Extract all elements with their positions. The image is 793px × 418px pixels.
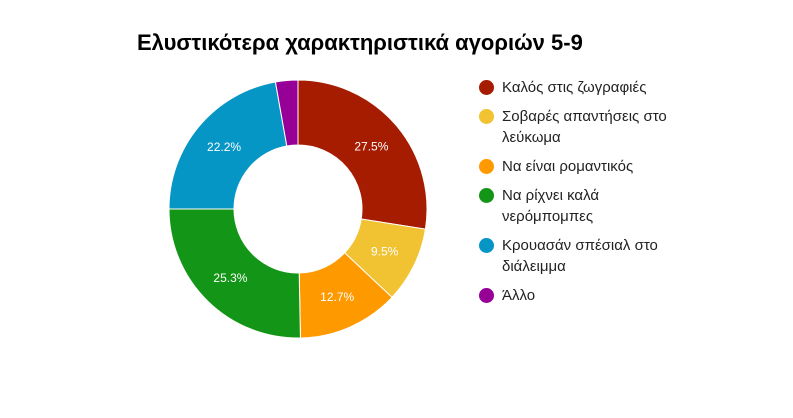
slice-value-label-3: 25.3% [213,271,247,285]
donut-slice-0 [297,79,428,230]
legend-item-0: Καλός στις ζωγραφιές [478,77,738,98]
legend-item-5: Άλλο [478,285,738,306]
legend-label: Σοβαρές απαντήσεις στο λεύκωμα [502,108,667,146]
legend-item-3: Να ρίχνει καλά νερόμπομπες [478,185,738,227]
legend-label: Καλός στις ζωγραφιές [502,79,647,96]
legend-swatch [479,159,494,174]
legend-item-2: Να είναι ρομαντικός [478,156,738,177]
slice-value-label-2: 12.7% [320,290,354,304]
legend-swatch [479,109,494,124]
legend-label: Να είναι ρομαντικός [502,158,634,175]
legend-item-1: Σοβαρές απαντήσεις στο λεύκωμα [478,106,738,148]
legend-label: Άλλο [502,287,536,304]
legend-label: Κρουασάν σπέσιαλ στο διάλειμμα [502,237,658,275]
legend-item-4: Κρουασάν σπέσιαλ στο διάλειμμα [478,235,738,277]
legend: Καλός στις ζωγραφιές Σοβαρές απαντήσεις σ… [478,77,738,314]
donut-slice-4 [168,81,288,210]
slice-value-label-1: 9.5% [371,244,399,258]
donut-slice-3 [168,208,301,339]
slice-value-label-0: 27.5% [354,139,388,153]
slice-value-label-4: 22.2% [207,140,241,154]
legend-swatch [479,288,494,303]
donut-slice-5 [274,79,299,147]
legend-swatch [479,188,494,203]
legend-swatch [479,238,494,253]
chart-title: Ελυστικότερα χαρακτηριστικά αγοριών 5-9 [137,30,583,55]
legend-swatch [479,80,494,95]
legend-label: Να ρίχνει καλά νερόμπομπες [502,187,600,225]
